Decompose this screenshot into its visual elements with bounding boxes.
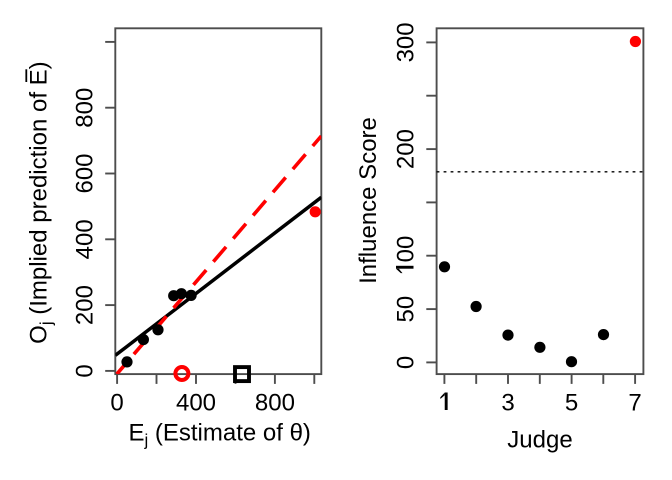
svg-text:200: 200 — [393, 129, 420, 169]
svg-text:800: 800 — [255, 389, 295, 416]
svg-text:400: 400 — [176, 389, 216, 416]
svg-text:600: 600 — [72, 153, 99, 193]
svg-text:7: 7 — [628, 389, 641, 416]
svg-text:Oj (Implied prediction of E): Oj (Implied prediction of E) — [26, 61, 56, 344]
svg-text:0: 0 — [393, 356, 420, 369]
svg-text:Influence Score: Influence Score — [355, 117, 382, 284]
svg-text:3: 3 — [501, 389, 514, 416]
svg-text:Ej (Estimate of θ): Ej (Estimate of θ) — [128, 420, 310, 450]
svg-text:50: 50 — [393, 296, 420, 323]
svg-text:300: 300 — [393, 22, 420, 62]
svg-text:800: 800 — [72, 88, 99, 128]
svg-text:5: 5 — [565, 389, 578, 416]
svg-text:0: 0 — [110, 389, 123, 416]
svg-text:00: 00 — [393, 236, 420, 263]
svg-text:400: 400 — [72, 219, 99, 259]
svg-text:0: 0 — [72, 364, 99, 377]
svg-text:200: 200 — [72, 285, 99, 325]
svg-text:Judge: Judge — [507, 427, 572, 454]
